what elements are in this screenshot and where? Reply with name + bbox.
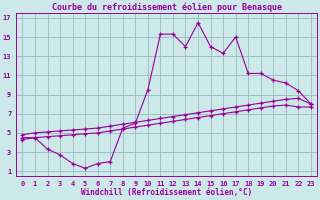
Title: Courbe du refroidissement éolien pour Benasque: Courbe du refroidissement éolien pour Be… xyxy=(52,3,282,12)
X-axis label: Windchill (Refroidissement éolien,°C): Windchill (Refroidissement éolien,°C) xyxy=(81,188,252,197)
